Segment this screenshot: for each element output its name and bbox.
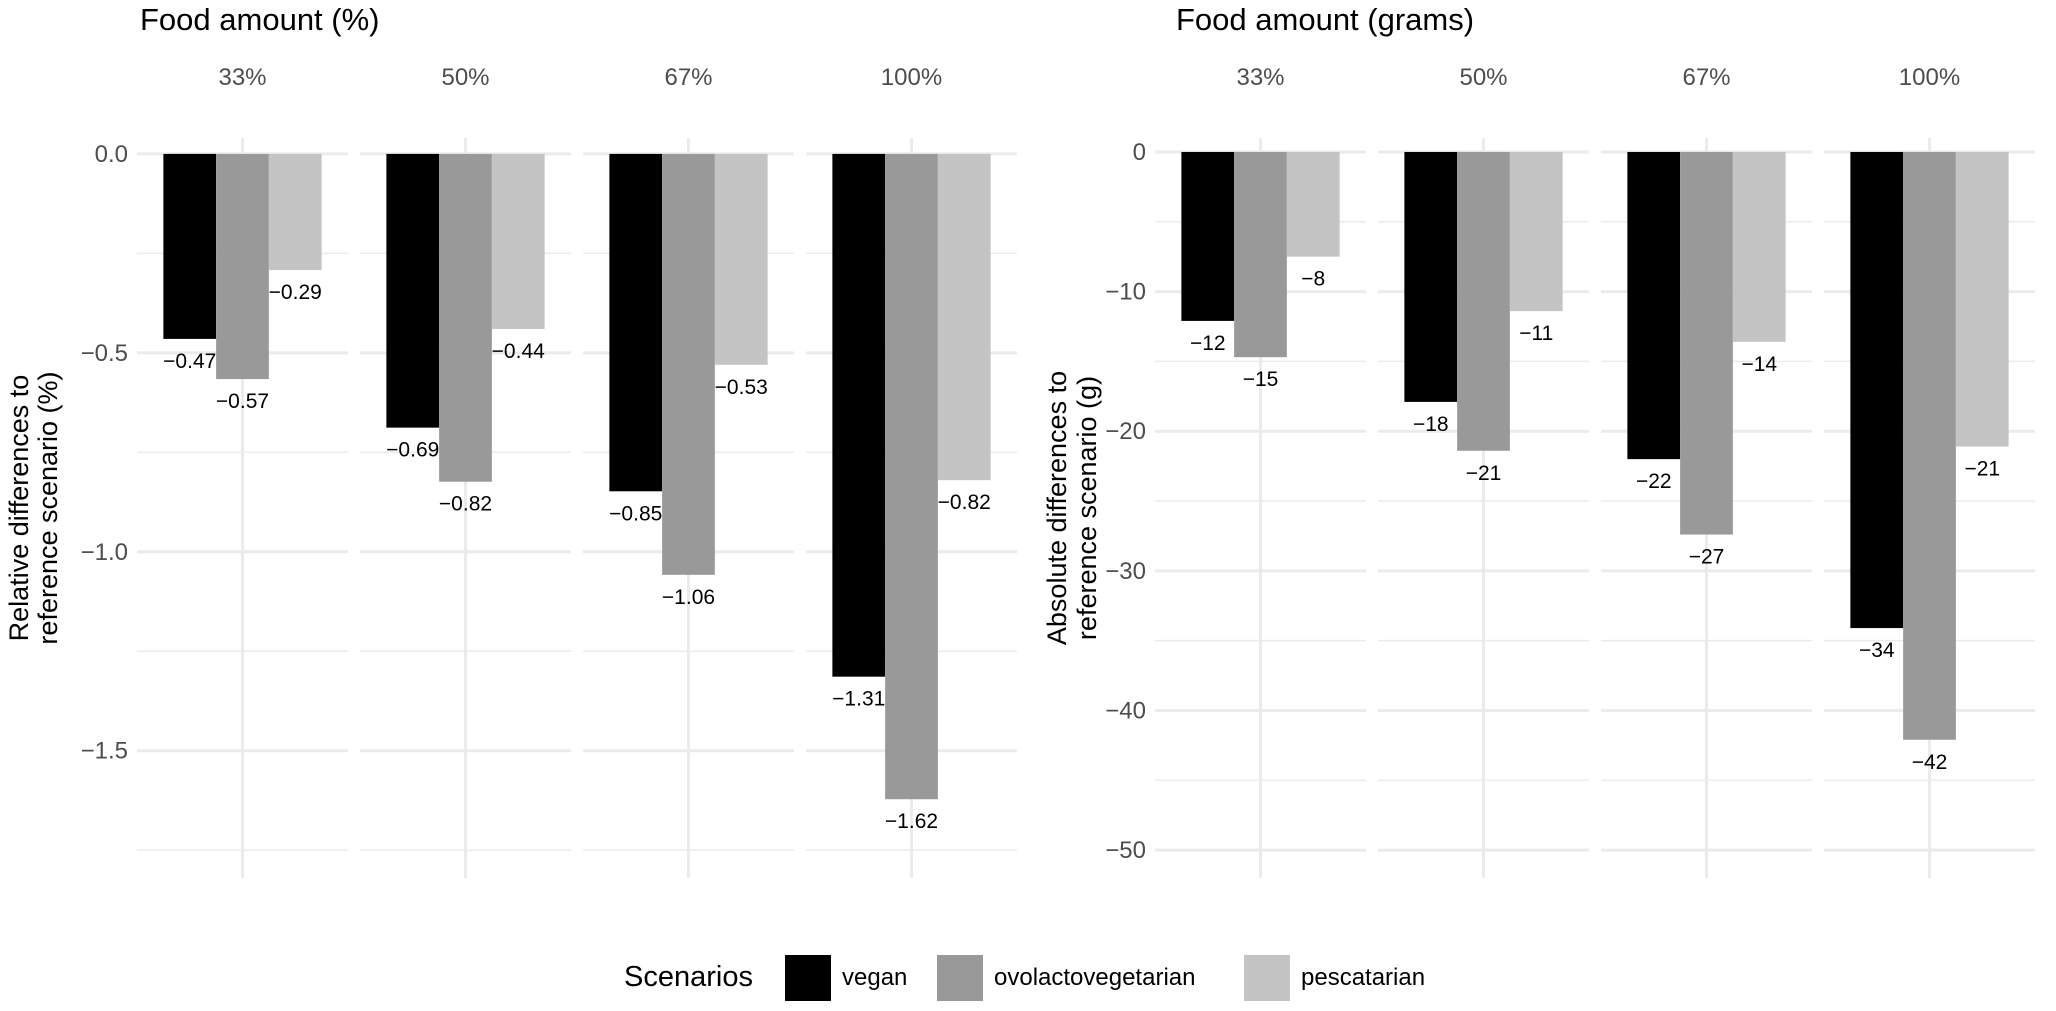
y-tick-label: −20: [1105, 418, 1146, 445]
legend: Scenarios vegan ovolactovegetarian pescatar…: [624, 955, 1425, 1001]
y-tick-label: −1.0: [81, 539, 128, 566]
data-label-vegan: −0.47: [163, 350, 216, 373]
legend-key-ovolactovegetarian: [937, 955, 983, 1001]
y-tick-label: −1.5: [81, 738, 128, 765]
bar-ovolactovegetarian: [1234, 151, 1287, 358]
y-axis-title-line2: reference scenario (%): [33, 371, 63, 644]
bar-vegan: [609, 153, 663, 492]
y-tick-label: −10: [1105, 279, 1146, 306]
y-tick-label: 0.0: [95, 141, 128, 168]
bar-ovolactovegetarian: [216, 153, 269, 380]
legend-key-pescatarian: [1244, 955, 1290, 1001]
data-label-ovolactovegetarian: −27: [1689, 546, 1725, 569]
bar-ovolactovegetarian: [885, 153, 938, 800]
facet-strip-label: 33%: [218, 64, 266, 91]
data-label-vegan: −0.85: [609, 502, 662, 525]
bar-ovolactovegetarian: [1680, 151, 1733, 535]
data-label-vegan: −0.69: [386, 439, 439, 462]
y-tick-label: −0.5: [81, 340, 128, 367]
facet-strip-label: 67%: [664, 64, 712, 91]
data-label-ovolactovegetarian: −1.06: [662, 586, 715, 609]
facet-2: 67% −0.85 −1.06 −0.53: [583, 64, 794, 878]
bar-pescatarian: [491, 153, 545, 329]
bar-pescatarian: [1955, 151, 2009, 447]
bar-pescatarian: [268, 153, 322, 271]
y-tick-label: 0: [1133, 139, 1146, 166]
bar-vegan: [1627, 151, 1681, 460]
data-label-pescatarian: −21: [1964, 458, 2000, 481]
data-label-vegan: −22: [1636, 470, 1672, 493]
bar-pescatarian: [1732, 151, 1786, 342]
data-label-pescatarian: −0.44: [492, 340, 545, 363]
bar-vegan: [832, 153, 886, 677]
data-label-ovolactovegetarian: −42: [1912, 751, 1948, 774]
bar-ovolactovegetarian: [1903, 151, 1956, 740]
absolute-differences-chart: Food amount (grams) Absolute differences …: [1042, 2, 2035, 878]
bar-vegan: [386, 153, 440, 428]
bar-vegan: [163, 153, 217, 339]
bar-vegan: [1850, 151, 1904, 629]
data-label-ovolactovegetarian: −15: [1243, 368, 1279, 391]
bar-pescatarian: [937, 153, 991, 481]
bar-pescatarian: [714, 153, 768, 365]
bar-ovolactovegetarian: [662, 153, 715, 575]
legend-title: Scenarios: [624, 961, 753, 993]
facet-strip-label: 33%: [1236, 64, 1284, 91]
bar-vegan: [1181, 151, 1235, 321]
data-label-pescatarian: −8: [1301, 268, 1325, 291]
data-label-vegan: −12: [1190, 332, 1226, 355]
data-label-pescatarian: −14: [1741, 353, 1777, 376]
facet-3: 100% −34 −42 −21: [1824, 64, 2035, 878]
bar-vegan: [1404, 151, 1458, 402]
y-tick-label: −50: [1105, 837, 1146, 864]
data-label-vegan: −34: [1859, 639, 1895, 662]
chart-title: Food amount (grams): [1176, 2, 1474, 37]
facet-strip-label: 50%: [441, 64, 489, 91]
bar-ovolactovegetarian: [439, 153, 492, 482]
facet-strip-label: 67%: [1682, 64, 1730, 91]
data-label-pescatarian: −0.82: [938, 491, 991, 514]
legend-label-ovolactovegetarian: ovolactovegetarian: [994, 964, 1195, 991]
facet-strip-label: 50%: [1459, 64, 1507, 91]
data-label-ovolactovegetarian: −21: [1466, 462, 1502, 485]
data-label-vegan: −18: [1413, 413, 1449, 436]
y-tick-label: −30: [1105, 558, 1146, 585]
data-label-pescatarian: −0.53: [715, 376, 768, 399]
chart-title: Food amount (%): [140, 2, 380, 37]
y-axis-title-line2: reference scenario (g): [1072, 376, 1102, 640]
data-label-ovolactovegetarian: −0.57: [216, 390, 269, 413]
data-label-ovolactovegetarian: −1.62: [885, 810, 938, 833]
y-tick-label: −40: [1105, 697, 1146, 724]
legend-label-vegan: vegan: [842, 964, 907, 991]
data-label-pescatarian: −0.29: [269, 281, 322, 304]
facet-3: 100% −1.31 −1.62 −0.82: [806, 64, 1017, 878]
facet-strip-label: 100%: [1899, 64, 1960, 91]
bar-pescatarian: [1286, 151, 1340, 257]
bar-pescatarian: [1509, 151, 1563, 312]
facet-0: 33% −0.47−0.57 −0.29: [137, 64, 348, 878]
data-label-ovolactovegetarian: −0.82: [439, 493, 492, 516]
bar-ovolactovegetarian: [1457, 151, 1510, 451]
facet-strip-label: 100%: [881, 64, 942, 91]
facet-0: 33% −12 −15 −8: [1155, 64, 1366, 878]
legend-key-vegan: [785, 955, 831, 1001]
facet-1: 50% −0.69 −0.82 −0.44: [360, 64, 571, 878]
legend-label-pescatarian: pescatarian: [1301, 964, 1425, 991]
facet-1: 50% −18 −21 −11: [1378, 64, 1589, 878]
facet-2: 67% −22 −27 −14: [1601, 64, 1812, 878]
y-axis-title-line1: Absolute differences to: [1042, 371, 1072, 645]
relative-differences-chart: Food amount (%) Relative differences to re…: [4, 2, 1017, 878]
data-label-pescatarian: −11: [1519, 322, 1553, 345]
y-axis-title-line1: Relative differences to: [4, 375, 34, 642]
data-label-vegan: −1.31: [832, 688, 885, 711]
